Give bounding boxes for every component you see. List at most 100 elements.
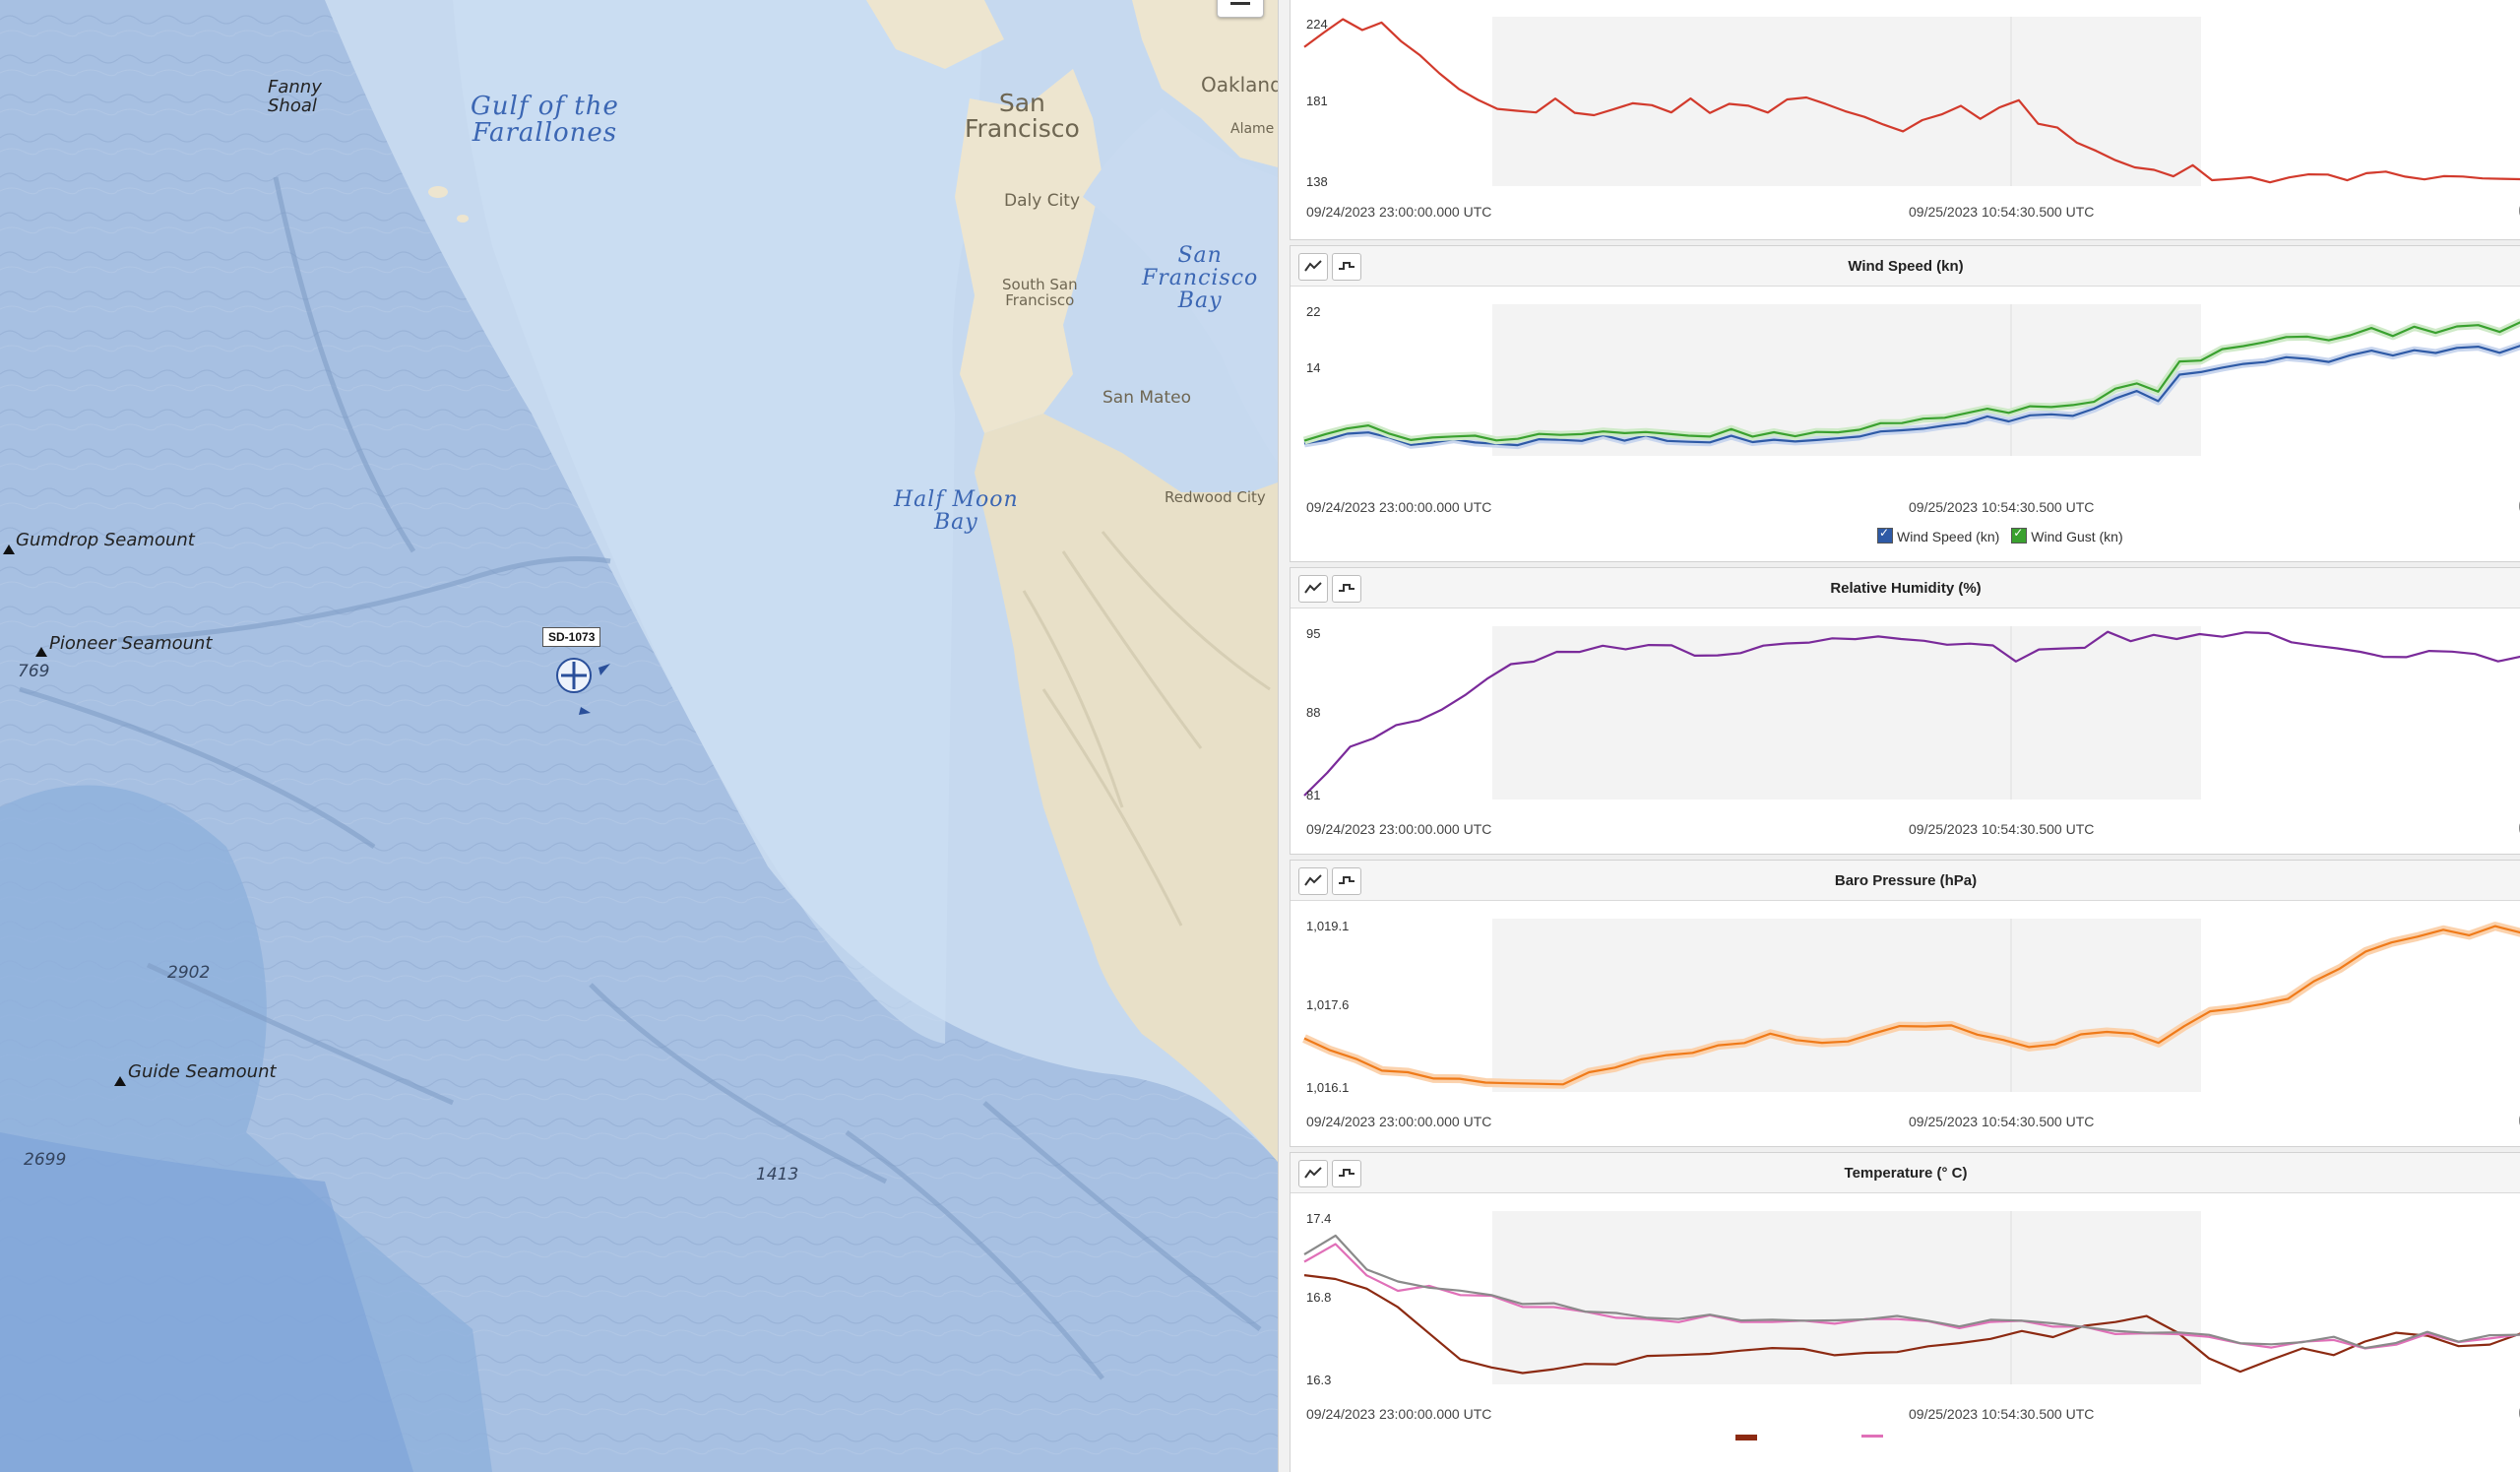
map-label-sf-bay: San Francisco Bay xyxy=(1142,243,1259,314)
time-label-mid: 09/25/2023 10:54:30.500 UTC xyxy=(1909,1406,2095,1422)
seamount-marker-icon xyxy=(3,544,15,554)
series-line-0 xyxy=(1303,630,2520,797)
legend-item-wind-speed[interactable]: Wind Speed (kn) xyxy=(1877,526,1999,544)
y-tick-label: 224 xyxy=(1306,17,1328,32)
map-basemap xyxy=(0,0,1278,1472)
y-tick-label: 17.4 xyxy=(1306,1211,1331,1226)
series-line-0 xyxy=(1303,18,2520,184)
shaded-band xyxy=(1492,919,2201,1092)
series-line-1 xyxy=(1303,1243,2520,1350)
depth-label: 769 xyxy=(18,662,50,681)
step-chart-icon xyxy=(1339,1169,1354,1177)
y-tick-label: 81 xyxy=(1306,788,1320,802)
buoy-icon[interactable] xyxy=(555,657,593,694)
panel-title: Temperature (° C) xyxy=(1844,1165,1968,1182)
y-tick-label: 95 xyxy=(1306,626,1320,641)
map-view[interactable]: Fanny Shoal Gulf of the Farallones San F… xyxy=(0,0,1278,1472)
step-mode-button[interactable] xyxy=(1332,253,1361,281)
panel-header: Baro Pressure (hPa) xyxy=(1291,861,2520,901)
map-label-guide-seamount: Guide Seamount xyxy=(128,1061,277,1082)
step-mode-button[interactable] xyxy=(1332,575,1361,603)
buoy-label[interactable]: SD-1073 xyxy=(542,627,601,647)
line-mode-button[interactable] xyxy=(1298,867,1328,895)
map-label-redwood-city: Redwood City xyxy=(1165,488,1266,506)
y-tick-label: 16.3 xyxy=(1306,1373,1331,1387)
step-mode-button[interactable] xyxy=(1332,867,1361,895)
map-label-oakland: Oakland xyxy=(1201,73,1278,96)
depth-label: 2902 xyxy=(167,963,211,983)
map-label-san-francisco: San Francisco xyxy=(965,89,1080,144)
time-label-mid: 09/25/2023 10:54:30.500 UTC xyxy=(1909,499,2095,515)
chart-panel-temperature: Temperature (° C) 17.4 16.8 16.3 09/24/202… xyxy=(1290,1152,2520,1472)
chart-panel-wind-speed: Wind Speed (kn) 22 14 09/24/2023 23:00:00… xyxy=(1290,245,2520,562)
chart-panel-top: 224 181 138 09/24/2023 23:00:00.000 UTC 09… xyxy=(1290,0,2520,240)
chart-panels: 224 181 138 09/24/2023 23:00:00.000 UTC 09… xyxy=(1290,0,2520,1472)
time-label-mid: 09/25/2023 10:54:30.500 UTC xyxy=(1909,821,2095,837)
shaded-band xyxy=(1492,626,2201,800)
legend-item-wind-gust[interactable]: Wind Gust (kn) xyxy=(2011,526,2123,544)
shaded-band xyxy=(1492,1211,2201,1384)
map-label-pioneer-seamount: Pioneer Seamount xyxy=(49,633,213,654)
map-label-fanny-shoal: Fanny Shoal xyxy=(268,77,322,116)
y-tick-label: 88 xyxy=(1306,705,1320,720)
line-chart-icon xyxy=(1304,582,1322,594)
series-line-0 xyxy=(1303,925,2520,1086)
series-line-0 xyxy=(1303,345,2520,447)
map-label-gulf-of-farallones: Gulf of the Farallones xyxy=(471,92,619,149)
time-label-mid: 09/25/2023 10:54:30.500 UTC xyxy=(1909,1114,2095,1129)
y-tick-label: 16.8 xyxy=(1306,1290,1331,1305)
line-chart-icon xyxy=(1304,260,1322,272)
step-mode-button[interactable] xyxy=(1332,1160,1361,1187)
map-label-san-mateo: San Mateo xyxy=(1102,388,1191,408)
seamount-marker-icon xyxy=(35,647,47,657)
depth-label: 2699 xyxy=(24,1150,67,1170)
chart-panel-humidity: Relative Humidity (%) 95 88 81 09/24/2023 … xyxy=(1290,567,2520,855)
chart-legend: Wind Speed (kn) Wind Gust (kn) xyxy=(1877,526,2123,544)
time-label-start: 09/24/2023 23:00:00.000 UTC xyxy=(1306,499,1492,515)
time-label-start: 09/24/2023 23:00:00.000 UTC xyxy=(1306,1114,1492,1129)
chart-temperature-plot: 17.4 16.8 16.3 xyxy=(1303,1211,2520,1387)
y-tick-label: 14 xyxy=(1306,360,1320,375)
series-line-2 xyxy=(1303,1234,2520,1350)
line-mode-button[interactable] xyxy=(1298,575,1328,603)
line-chart-icon xyxy=(1304,874,1322,886)
legend-swatch-partial xyxy=(1861,1435,1883,1438)
panel-header: Relative Humidity (%) xyxy=(1291,568,2520,608)
y-tick-label: 138 xyxy=(1306,174,1328,189)
map-label-south-san-francisco: South San Francisco xyxy=(1002,276,1078,309)
zoom-out-button[interactable] xyxy=(1217,0,1264,18)
step-chart-icon xyxy=(1339,584,1354,592)
line-chart-icon xyxy=(1304,1167,1322,1179)
y-tick-label: 1,019.1 xyxy=(1306,919,1349,933)
shaded-band xyxy=(1492,17,2201,186)
step-chart-icon xyxy=(1339,876,1354,884)
series-line-1 xyxy=(1303,321,2520,442)
chart-top-plot: 224 181 138 xyxy=(1303,17,2520,189)
panel-title: Baro Pressure (hPa) xyxy=(1834,872,1978,889)
chart-pressure-plot: 1,019.1 1,017.6 1,016.1 xyxy=(1302,919,2520,1095)
panel-header: Wind Speed (kn) xyxy=(1291,246,2520,287)
y-tick-label: 1,016.1 xyxy=(1306,1080,1349,1095)
chart-panel-pressure: Baro Pressure (hPa) 1,019.1 1,017.6 1,016.… xyxy=(1290,860,2520,1147)
y-tick-label: 22 xyxy=(1306,304,1320,319)
time-label-start: 09/24/2023 23:00:00.000 UTC xyxy=(1306,204,1492,220)
time-label-start: 09/24/2023 23:00:00.000 UTC xyxy=(1306,821,1492,837)
series-line-0 xyxy=(1303,1274,2520,1375)
panel-title: Wind Speed (kn) xyxy=(1848,258,1964,275)
chart-wind-plot: 22 14 xyxy=(1302,304,2520,456)
map-label-daly-city: Daly City xyxy=(1004,191,1081,211)
line-mode-button[interactable] xyxy=(1298,253,1328,281)
line-mode-button[interactable] xyxy=(1298,1160,1328,1187)
seamount-marker-icon xyxy=(114,1076,126,1086)
panel-title: Relative Humidity (%) xyxy=(1830,580,1982,597)
time-label-mid: 09/25/2023 10:54:30.500 UTC xyxy=(1909,204,2095,220)
y-tick-label: 181 xyxy=(1306,94,1328,108)
map-label-alameda: Alame xyxy=(1230,121,1275,137)
time-label-start: 09/24/2023 23:00:00.000 UTC xyxy=(1306,1406,1492,1422)
step-chart-icon xyxy=(1339,262,1354,270)
y-tick-label: 1,017.6 xyxy=(1306,997,1349,1012)
panel-header: Temperature (° C) xyxy=(1291,1153,2520,1193)
map-label-gumdrop-seamount: Gumdrop Seamount xyxy=(16,530,195,550)
depth-label: 1413 xyxy=(756,1165,799,1184)
legend-swatch-partial xyxy=(1735,1435,1757,1440)
